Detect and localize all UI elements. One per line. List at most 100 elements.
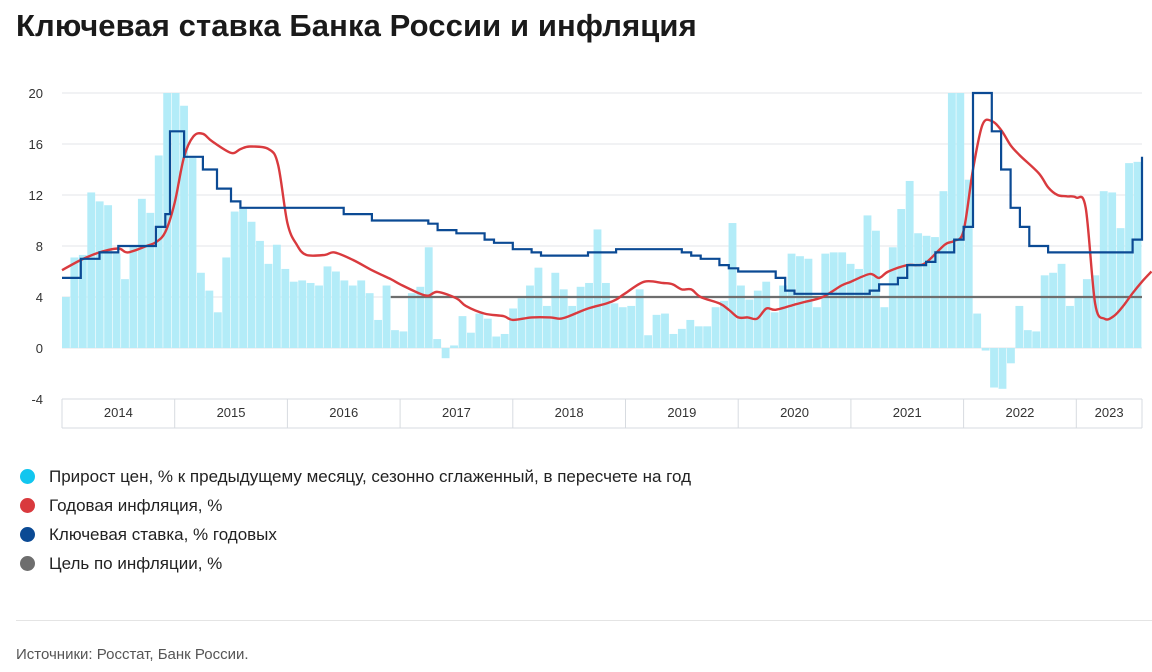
price-growth-bar [306,282,315,348]
price-growth-bar [610,303,619,348]
footer-divider [16,620,1152,621]
price-growth-bar [677,328,686,348]
price-growth-bar [542,305,551,348]
price-growth-bar [602,282,610,348]
price-growth-bar [154,155,163,348]
price-growth-bar [315,285,323,348]
price-growth-bar [407,293,416,348]
price-growth-bar [509,308,518,348]
price-growth-bar [1015,305,1024,348]
price-growth-bar [222,257,231,348]
price-growth-bar [1091,275,1100,348]
price-growth-bar [357,280,366,348]
price-growth-bar [846,263,855,348]
price-growth-bar [703,326,712,348]
price-growth-bar [711,307,720,348]
price-growth-bar [374,319,383,348]
price-growth-bar [627,305,636,348]
price-growth-bar [365,293,374,348]
price-growth-bar [78,254,87,348]
price-growth-bar [669,333,678,348]
price-growth-bar [382,285,391,348]
price-growth-bar [931,237,939,348]
x-tick-label-2020: 2020 [780,405,809,420]
price-growth-bar [956,93,965,348]
price-growth-bar [399,331,408,348]
price-growth-bar [256,240,264,348]
price-growth-bar [87,192,96,348]
price-growth-bar [745,299,754,348]
price-growth-bar [281,268,290,348]
price-growth-bar [568,305,577,348]
price-growth-bar [121,279,129,348]
legend-swatch-inflation-target [20,556,35,571]
legend-swatch-price-growth [20,469,35,484]
price-growth-bar [576,286,585,348]
x-tick-label-2015: 2015 [217,405,246,420]
price-growth-bar [441,348,450,359]
legend-item-key-rate: Ключевая ставка, % годовых [20,520,691,549]
price-growth-bar [981,348,990,351]
key-rate-line [62,91,1144,295]
legend-label-price-growth: Прирост цен, % к предыдущему месяцу, сез… [49,466,692,486]
price-growth-bar [1108,192,1117,348]
price-growth-bar [239,209,248,348]
price-growth-bar [635,289,644,348]
chart-title: Ключевая ставка Банка России и инфляция [16,8,697,43]
price-growth-bar [450,345,458,348]
price-growth-bar [163,93,172,348]
legend-item-inflation-target: Цель по инфляции, % [20,549,691,578]
price-growth-bar [230,211,239,348]
price-growth-bar [593,229,602,348]
annual-inflation-layer [61,118,1152,322]
price-growth-bar [618,307,627,348]
price-growth-bar [348,285,357,348]
y-tick-label: 0 [36,341,43,356]
price-growth-bar [855,268,863,348]
annual-inflation-line [61,118,1152,322]
price-growth-bar [272,244,281,348]
legend-swatch-annual-inflation [20,498,35,513]
price-growth-bar [914,233,923,348]
price-growth-bar [973,313,982,348]
price-growth-bar [838,252,847,348]
legend: Прирост цен, % к предыдущему месяцу, сез… [20,462,691,578]
price-growth-bar [998,348,1007,389]
source-note: Источники: Росстат, Банк России. [16,646,249,663]
price-growth-bar [829,252,838,348]
price-growth-bar [104,205,113,348]
price-growth-bar [661,313,669,348]
y-tick-label: 16 [29,137,43,152]
price-growth-bar [770,312,779,348]
price-growth-bar [467,332,475,348]
price-growth-bar [197,272,205,348]
price-growth-bar [880,307,889,348]
price-growth-bar [1066,305,1074,348]
x-tick-label-2021: 2021 [893,405,922,420]
price-growth-bar [475,313,484,348]
legend-label-inflation-target: Цель по инфляции, % [49,553,223,573]
price-growth-bar [1074,297,1083,348]
price-growth-bar [1032,331,1041,348]
price-growth-bar [652,314,661,348]
price-growth-bar [804,258,813,348]
price-growth-bar [1082,279,1091,348]
price-growth-bar [517,298,526,348]
price-growth-bar [863,215,872,348]
price-growth-bar [1049,272,1058,348]
price-growth-bar [947,93,956,348]
price-growth-bar [720,300,728,348]
y-axis: 20 16 12 8 4 0 -4 [29,86,43,407]
price-growth-bar [340,280,349,348]
y-tick-label: -4 [31,392,43,407]
y-tick-label: 12 [29,188,43,203]
price-growth-bar [872,230,880,348]
price-growth-bar [433,339,442,348]
price-growth-bar [205,290,214,348]
y-tick-label: 20 [29,86,43,101]
price-growth-bar [1099,191,1108,348]
price-growth-bar [213,312,222,348]
price-growth-bar [812,307,821,348]
price-growth-bar [1023,330,1032,348]
price-growth-bar [416,286,425,348]
